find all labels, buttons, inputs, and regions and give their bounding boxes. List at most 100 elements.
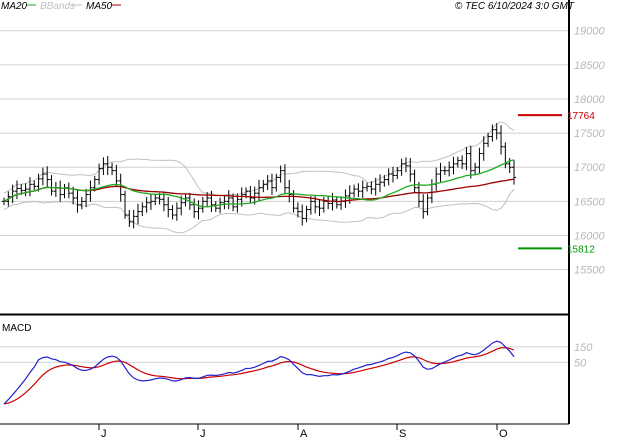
price-bar-106 <box>460 155 465 169</box>
price-bar-93 <box>403 157 408 173</box>
price-y-tick-labels: 15500 16000 16500 17000 17500 18000 18500 19000 <box>574 26 605 277</box>
price-bar-41 <box>179 195 184 216</box>
price-bar-70 <box>304 205 309 223</box>
price-bar-8 <box>36 173 41 192</box>
price-bar-22 <box>97 163 102 185</box>
price-bar-51 <box>222 194 227 210</box>
price-bar-108 <box>468 145 473 179</box>
price-bar-57 <box>248 186 253 204</box>
price-bar-69 <box>300 204 305 226</box>
price-bar-40 <box>174 202 179 221</box>
price-bar-88 <box>382 175 387 187</box>
price-bar-109 <box>473 162 478 176</box>
macd-tick-label-50: 50 <box>574 357 587 369</box>
price-bar-74 <box>321 196 326 213</box>
price-bar-5 <box>23 183 28 197</box>
price-bar-102 <box>442 166 447 176</box>
price-tick-label-18000: 18000 <box>574 94 605 106</box>
price-bar-46 <box>200 196 205 213</box>
legend: MA20 BBands MA50 <box>1 1 121 12</box>
price-bar-95 <box>412 169 417 193</box>
price-bar-118 <box>512 160 516 185</box>
legend-ma20-label: MA20 <box>1 1 28 12</box>
price-levels: 17764 15812 <box>518 111 595 255</box>
x-label-0: J <box>101 428 107 440</box>
legend-bbands-label: BBands <box>40 1 75 12</box>
price-bar-96 <box>416 181 421 208</box>
copyright-watermark: © TEC 6/10/2024 3:0 GMT <box>455 1 575 12</box>
price-bar-3 <box>14 180 19 199</box>
price-bar-25 <box>110 162 115 176</box>
price-bar-101 <box>438 162 443 182</box>
moving-averages <box>3 159 515 208</box>
macd-tick-label-150: 150 <box>574 342 593 354</box>
price-bar-60 <box>261 179 266 193</box>
price-bar-89 <box>386 168 391 186</box>
price-bar-45 <box>196 200 201 220</box>
price-bar-17 <box>75 190 80 213</box>
price-bar-97 <box>421 194 426 219</box>
price-tick-label-17000: 17000 <box>574 162 605 174</box>
price-bar-32 <box>140 202 145 217</box>
price-bar-98 <box>425 194 430 216</box>
price-bar-91 <box>395 166 400 180</box>
price-bar-28 <box>123 190 128 219</box>
price-bar-114 <box>494 123 499 140</box>
price-bar-24 <box>105 155 110 176</box>
price-tick-label-15500: 15500 <box>574 265 605 277</box>
macd-lines <box>3 340 515 405</box>
price-bar-82 <box>356 183 361 197</box>
price-bar-18 <box>79 196 84 210</box>
price-bar-81 <box>352 184 357 198</box>
macd-panel-label: MACD <box>2 323 31 334</box>
price-bar-112 <box>486 132 491 148</box>
price-bar-90 <box>390 166 395 183</box>
price-bar-26 <box>114 164 119 187</box>
resistance-label: 17764 <box>567 111 595 122</box>
price-bar-19 <box>84 188 89 208</box>
price-bar-77 <box>334 196 339 209</box>
price-bar-58 <box>252 186 257 205</box>
x-label-4: O <box>499 428 508 440</box>
price-bar-68 <box>295 202 300 218</box>
price-tick-label-16000: 16000 <box>574 231 605 243</box>
price-bar-105 <box>455 156 460 168</box>
x-label-3: S <box>399 428 406 440</box>
price-bar-116 <box>503 142 508 169</box>
price-bar-86 <box>373 177 378 196</box>
price-bar-27 <box>118 173 123 202</box>
price-bar-115 <box>499 125 504 155</box>
price-bar-85 <box>369 181 374 195</box>
price-bar-65 <box>282 164 287 195</box>
x-label-2: A <box>300 428 308 440</box>
price-bar-52 <box>226 190 231 210</box>
price-bar-38 <box>166 196 171 218</box>
price-bar-94 <box>408 158 413 182</box>
price-bar-35 <box>153 194 158 206</box>
price-bar-48 <box>209 190 214 212</box>
macd-signal-line <box>3 347 515 405</box>
price-gridlines <box>0 30 569 271</box>
price-bar-7 <box>32 180 37 191</box>
price-bar-107 <box>464 147 469 171</box>
price-bar-73 <box>317 198 322 217</box>
price-tick-label-18500: 18500 <box>574 60 605 72</box>
price-bar-111 <box>481 136 486 161</box>
price-bar-66 <box>287 179 292 203</box>
price-bar-10 <box>45 166 50 188</box>
support-label: 15812 <box>567 244 595 255</box>
price-bar-33 <box>144 196 149 213</box>
bollinger-lower-band <box>3 189 515 234</box>
price-bar-62 <box>269 173 274 195</box>
price-bar-104 <box>451 156 456 175</box>
price-bar-84 <box>365 182 370 192</box>
price-bar-6 <box>27 177 32 197</box>
price-tick-label-16500: 16500 <box>574 196 605 208</box>
price-bar-29 <box>127 209 132 227</box>
price-bar-64 <box>278 165 283 183</box>
price-bar-34 <box>148 194 153 210</box>
price-tick-label-19000: 19000 <box>574 26 605 38</box>
